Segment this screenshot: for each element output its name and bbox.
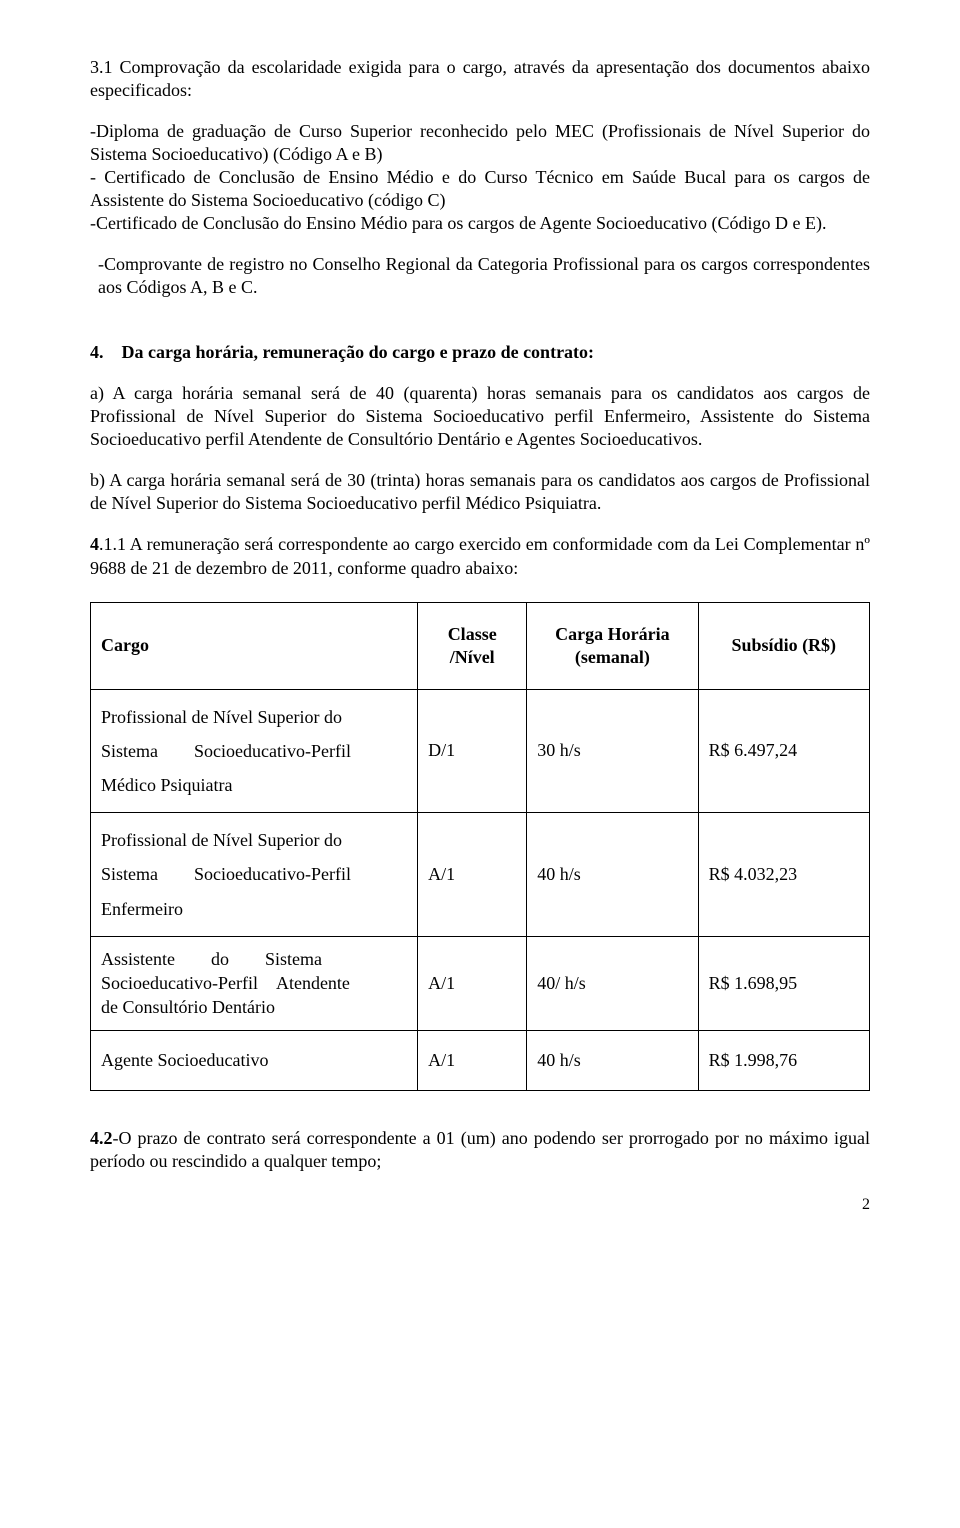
cell-subsidio: R$ 4.032,23 [698,813,869,937]
cell-subsidio: R$ 6.497,24 [698,689,869,813]
section-4-1-1: 4.1.1 A remuneração será correspondente … [90,533,870,579]
cell-classe: A/1 [418,813,527,937]
cell-subsidio: R$ 1.698,95 [698,936,869,1030]
section-4-2: 4.2-O prazo de contrato será corresponde… [90,1127,870,1173]
cell-cargo: Agente Socioeducativo [91,1030,418,1090]
item-1: -Diploma de graduação de Curso Superior … [90,121,870,164]
th-subsidio: Subsídio (R$) [698,602,869,689]
th-classe: Classe /Nível [418,602,527,689]
page-number: 2 [90,1195,870,1215]
section-4-2-bold: 4.2 [90,1128,113,1148]
section-4-heading: 4. Da carga horária, remuneração do carg… [90,341,870,364]
item-2: - Certificado de Conclusão de Ensino Méd… [90,167,870,210]
heading-number: 4. [90,342,104,362]
table-row: Assistente do SistemaSocioeducativo-Perf… [91,936,870,1030]
item-3: -Certificado de Conclusão do Ensino Médi… [90,213,827,233]
document-page: 3.1 Comprovação da escolaridade exigida … [0,0,960,1255]
para-411-rest: .1.1 A remuneração será correspondente a… [90,534,870,577]
cell-classe: A/1 [418,1030,527,1090]
para-411-bold: 4 [90,534,99,554]
table-row: Agente Socioeducativo A/1 40 h/s R$ 1.99… [91,1030,870,1090]
item-4: -Comprovante de registro no Conselho Reg… [98,253,870,299]
th-carga: Carga Horária (semanal) [527,602,698,689]
remuneration-table: Cargo Classe /Nível Carga Horária (seman… [90,602,870,1091]
section-3-1-items: -Diploma de graduação de Curso Superior … [90,120,870,235]
cell-cargo: Profissional de Nível Superior doSistema… [91,689,418,813]
section-4-b: b) A carga horária semanal será de 30 (t… [90,469,870,515]
section-4-a: a) A carga horária semanal será de 40 (q… [90,382,870,451]
table-body: Profissional de Nível Superior doSistema… [91,689,870,1090]
table-row: Profissional de Nível Superior doSistema… [91,813,870,937]
cell-classe: A/1 [418,936,527,1030]
cell-cargo: Assistente do SistemaSocioeducativo-Perf… [91,936,418,1030]
cell-subsidio: R$ 1.998,76 [698,1030,869,1090]
cell-classe: D/1 [418,689,527,813]
cell-cargo: Profissional de Nível Superior doSistema… [91,813,418,937]
cell-carga: 40/ h/s [527,936,698,1030]
heading-text: Da carga horária, remuneração do cargo e… [122,342,595,362]
th-cargo: Cargo [91,602,418,689]
table-row: Profissional de Nível Superior doSistema… [91,689,870,813]
section-3-1-lead: 3.1 Comprovação da escolaridade exigida … [90,56,870,102]
table-header-row: Cargo Classe /Nível Carga Horária (seman… [91,602,870,689]
section-4-2-rest: -O prazo de contrato será correspondente… [90,1128,870,1171]
cell-carga: 40 h/s [527,813,698,937]
cell-carga: 40 h/s [527,1030,698,1090]
cell-carga: 30 h/s [527,689,698,813]
